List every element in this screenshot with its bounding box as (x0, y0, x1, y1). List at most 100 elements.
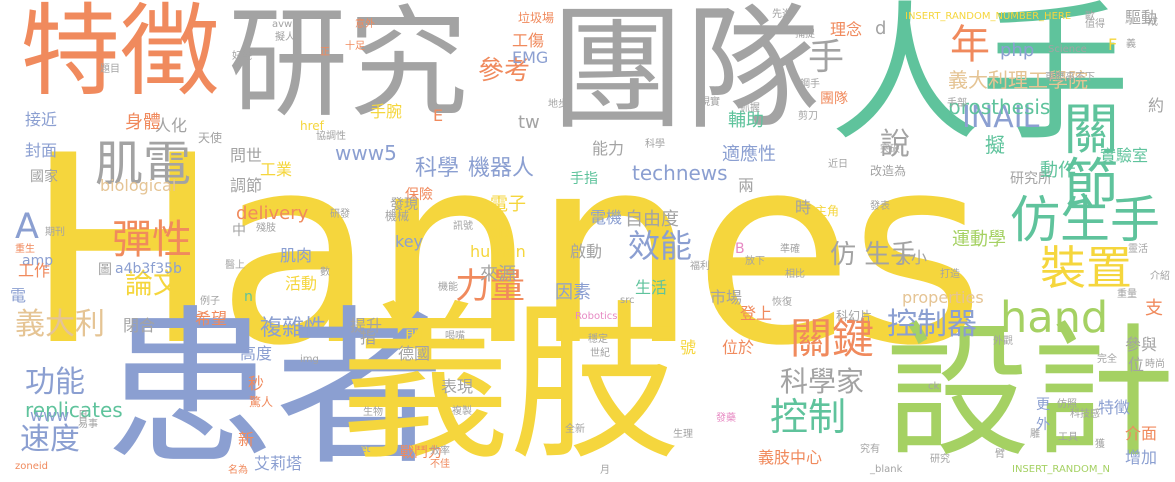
word-5718968a: 團隊 (550, 0, 820, 148)
word-5be69a575ba4: 實驗室 (1100, 146, 1149, 165)
word-886873fe: 表現 (441, 377, 474, 396)
word-751f6d3b: 生活 (635, 278, 668, 297)
word-984c76ee: 題目 (100, 64, 120, 75)
word-7372: 獲 (1095, 439, 1105, 450)
word-6a5f80fd: 機能 (438, 282, 458, 293)
word-53c38003: 參考 (478, 56, 531, 86)
word-64ec4eba: 擬人 (275, 32, 295, 43)
word-4f4d: 位 (1128, 355, 1145, 374)
word-827e83895854: 艾莉塔 (254, 454, 303, 473)
word-7fa9: 義 (1126, 39, 1136, 50)
word-9ad85ea6: 高度 (240, 344, 273, 363)
word-science: Science (1048, 44, 1087, 55)
word-5e025834: 市場 (710, 288, 743, 307)
word-6210: 成 (1148, 17, 1158, 28)
word-hand: hand (1000, 293, 1109, 343)
word-8eab9ad4: 身體 (125, 112, 161, 133)
word-8abf7bc0: 調節 (230, 176, 263, 195)
word-7fa980a2: 義肢 (340, 286, 681, 482)
word-amp: amp (22, 253, 54, 269)
word-52d54f5c: 動作 (1040, 160, 1076, 181)
word-66f4: 更 (1036, 397, 1050, 413)
word-79d15b78: 科學 (645, 139, 665, 150)
word-6a5f68b0: 機械 (385, 209, 410, 223)
word-human: human (470, 242, 526, 261)
word-53c38207: 參與 (1125, 335, 1158, 354)
word-4eff751f624b: 仿生手 (1010, 191, 1160, 249)
word-79d16280611f: 科技感 (1070, 409, 1100, 420)
word-4ecb7d39: 介紹 (1150, 271, 1170, 282)
word-4ecb9762: 介面 (1125, 424, 1158, 443)
word-767c8868: 發表 (870, 201, 890, 212)
word-insert5frandom5fnumber5fhere: INSERT_RANDOM_NUMBER_HERE (905, 11, 1072, 22)
word-a4b3f35b: a4b3f35b (115, 261, 182, 277)
word-91ab4e0a: 醫上 (225, 260, 245, 271)
word-79d15b78: 科學 (415, 156, 460, 181)
word-4f8b5b50: 例子 (200, 296, 220, 307)
word-4f866e90: 來源 (480, 264, 516, 285)
word-624b: 手 (808, 37, 845, 78)
word-88dd7f6e: 裝置 (1040, 241, 1132, 295)
word-8aaa: 說 (880, 127, 910, 162)
word-5de5696d: 工業 (260, 160, 293, 179)
word-554f4e16: 問世 (230, 146, 263, 165)
word-51489032: 先進 (772, 9, 792, 20)
word-9a5a4eba: 驚人 (249, 395, 274, 409)
word-5169: 兩 (738, 176, 755, 195)
word-503c5f97: 值得 (1085, 19, 1105, 30)
word-robotics: Robotics (575, 311, 618, 322)
word-4e2d: 中 (232, 223, 246, 239)
word-8a0a865f: 訊號 (453, 221, 473, 232)
word-7a695b9a: 穩定 (588, 334, 608, 345)
word-81ea75315ea6: 自由度 (625, 209, 679, 230)
word-e: E (433, 106, 444, 125)
word-6642: 時 (795, 198, 812, 217)
word-4eba624b: 人手 (830, 0, 1131, 162)
word-5f486027: 彈性 (112, 217, 192, 263)
word-6e9678ba: 準確 (780, 244, 800, 255)
word-95dc9375: 關鍵 (790, 314, 875, 363)
word-n: n (244, 289, 253, 305)
word-6b63: 正 (320, 47, 330, 58)
word-8eca6b779ad84e0d4e0b: 車歷高不下 (1045, 72, 1095, 83)
word-inail: INAIL (962, 100, 1040, 135)
word-a: A (15, 207, 39, 247)
word-65b0: 新 (238, 430, 255, 449)
word-59275c0f: 大小 (895, 248, 928, 267)
word-6307: 指 (360, 328, 377, 347)
word-6d3b52d5: 活動 (285, 274, 318, 293)
word-emg: EMG (512, 48, 549, 67)
word-906961c96027: 適應性 (722, 144, 776, 165)
word-4f4d65bc: 位於 (722, 338, 755, 357)
word-59294f7f: 天使 (198, 131, 223, 145)
word-b: B (735, 241, 745, 257)
word-5fblank: _blank (870, 464, 903, 475)
word-589e52a0: 增加 (1125, 448, 1158, 467)
word-653e4e0b: 放下 (745, 256, 765, 267)
word-65e5: 日 (78, 410, 88, 421)
word-7a766709: 究有 (860, 444, 880, 455)
word-591689c0: 外觀 (993, 336, 1013, 347)
word-insert5frandom5fn: INSERT_RANDOM_N (1012, 464, 1110, 475)
word-8ad66587: 論文 (125, 267, 182, 300)
word-6539902070ba: 改造為 (870, 164, 907, 178)
word-href: href (300, 119, 324, 133)
word-63a75236: 控制 (770, 395, 847, 439)
word-808c96fb: 肌電 (95, 136, 192, 192)
word-delivery: delivery (236, 203, 309, 224)
word-624b8155: 手腕 (370, 102, 403, 121)
word-671f520a: 期刊 (45, 227, 65, 238)
word-src: src (620, 295, 635, 306)
word-751f7406: 生理 (673, 429, 693, 440)
word-d: d (875, 18, 887, 39)
word-890788fd: 複製 (452, 406, 472, 417)
word-5e74: 年 (950, 22, 990, 68)
word-72795fb5: 特徵 (20, 0, 220, 110)
word-629363e1: 抓握 (740, 103, 760, 114)
word-516865b0: 全新 (565, 424, 585, 435)
word-7fa959275229: 義大利 (15, 307, 105, 342)
word-5de54f5c: 工作 (18, 261, 51, 280)
word-5fb7570b: 德國 (398, 344, 431, 363)
word-key: key (395, 232, 424, 251)
word-904b52d55b78: 運動學 (952, 229, 1006, 250)
